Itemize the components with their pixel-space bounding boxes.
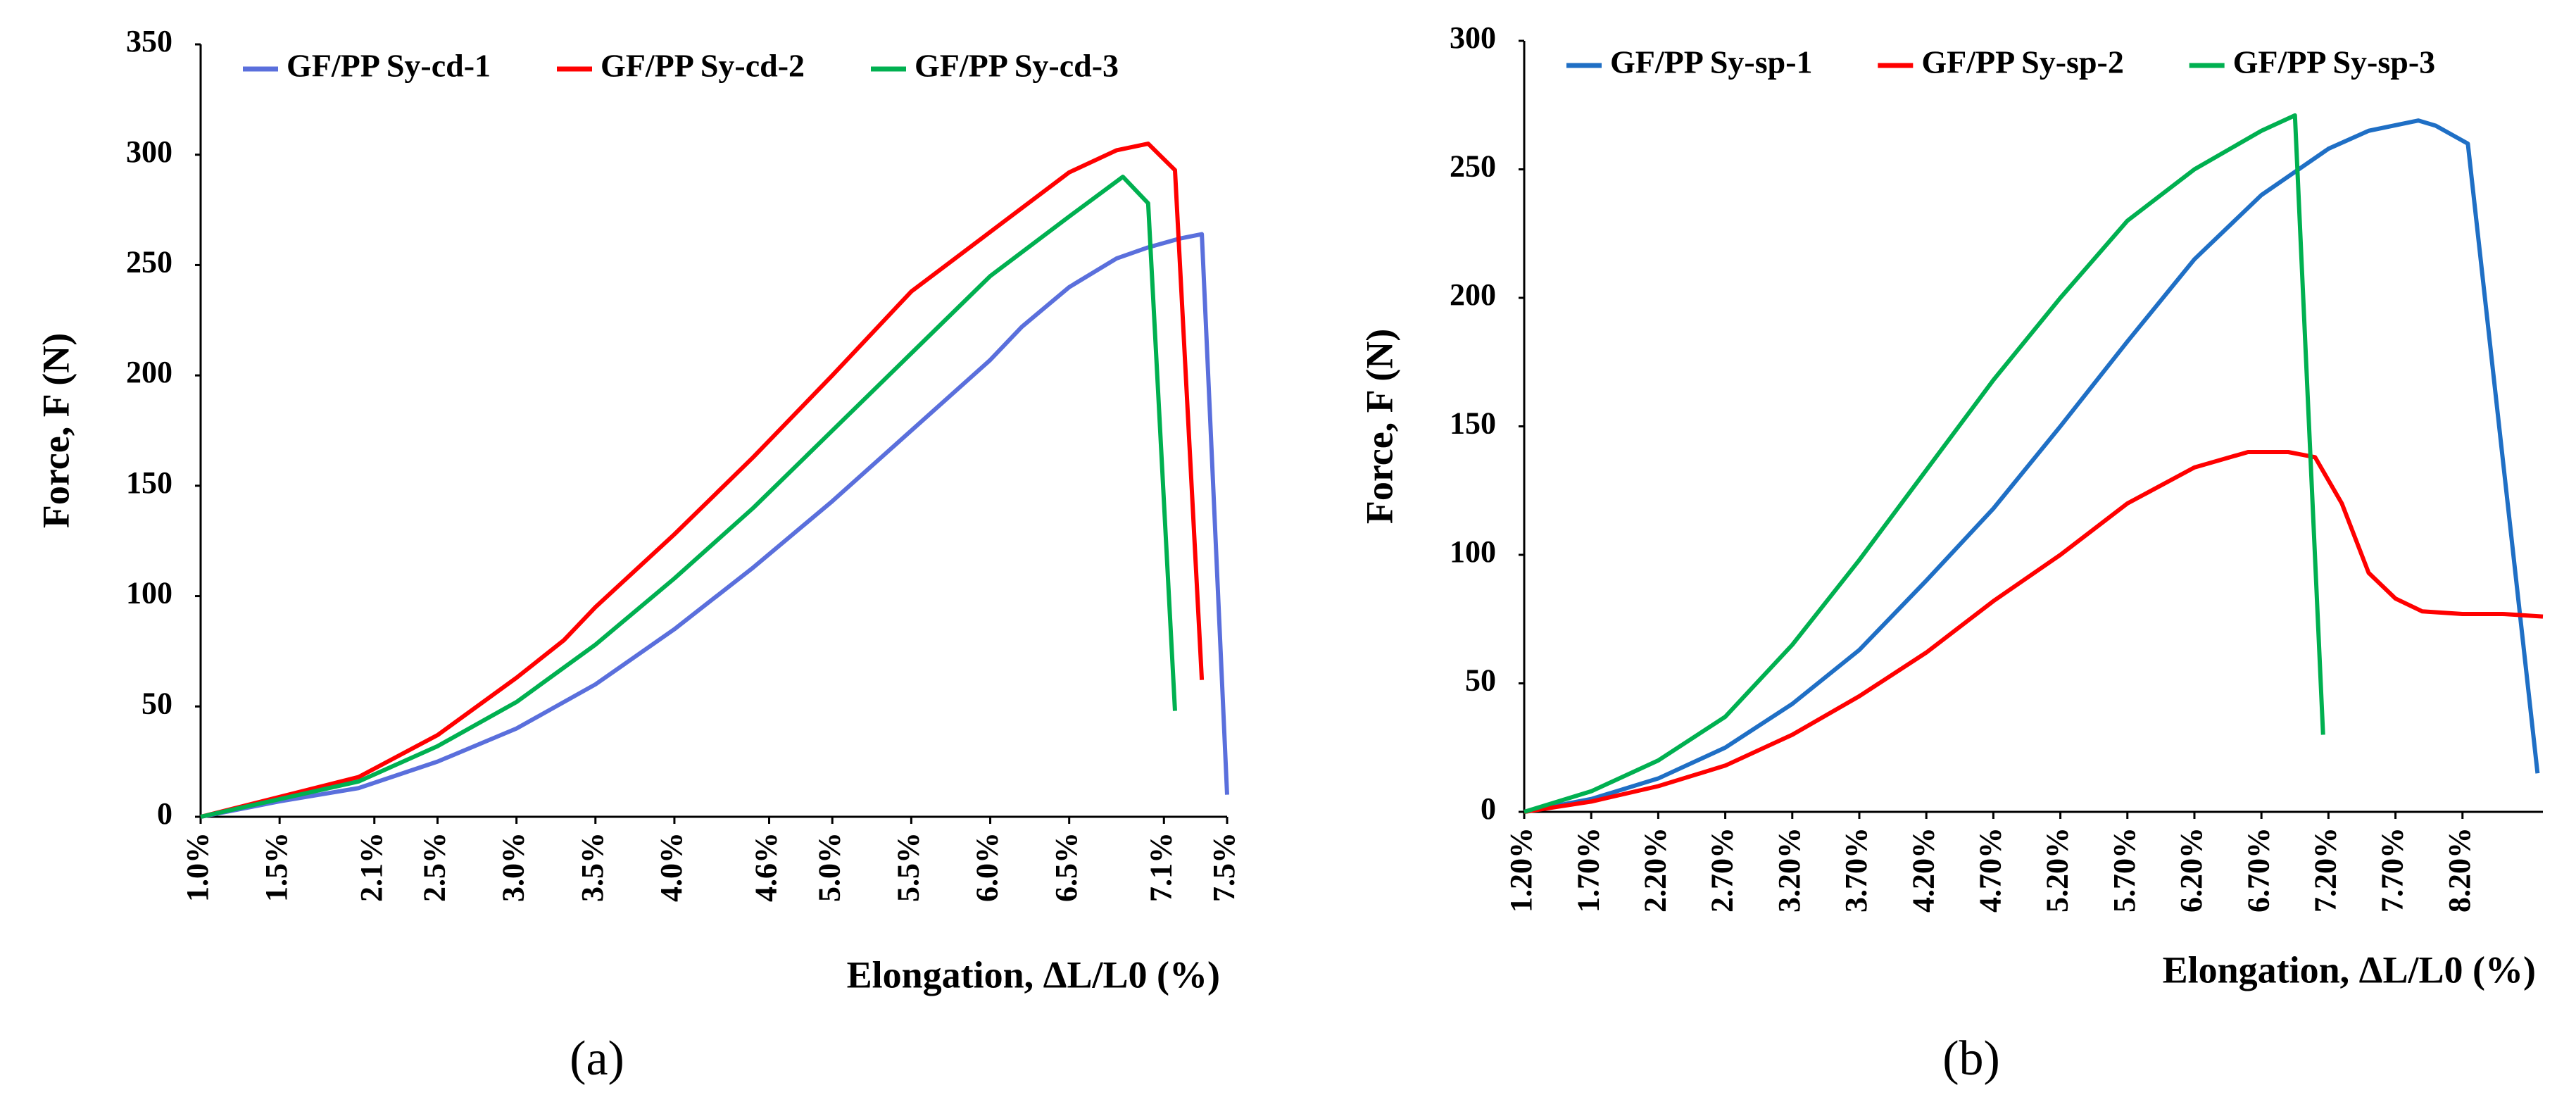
y-tick-label: 50 (142, 686, 172, 720)
y-tick-label: 200 (126, 355, 172, 389)
x-tick-label: 2.1% (354, 832, 389, 902)
y-tick-label: 250 (126, 245, 172, 280)
data-line (200, 142, 1205, 819)
x-tick-label: 6.70% (2241, 827, 2275, 913)
x-axis-label: Elongation, ΔL/L0 (%) (2163, 948, 2536, 991)
panel-label: (a) (570, 1032, 624, 1086)
x-tick-label: 2.20% (1638, 827, 1672, 913)
legend-label: GF/PP Sy-sp-3 (2233, 44, 2436, 80)
legend-label: GF/PP Sy-cd-1 (287, 48, 491, 84)
x-tick-label: 5.20% (2040, 827, 2075, 913)
x-tick-label: 6.20% (2174, 827, 2209, 913)
x-tick-label: 7.1% (1143, 832, 1178, 902)
y-axis-label: Force, F (N) (34, 333, 77, 528)
x-tick-label: 5.5% (891, 832, 925, 902)
data-line (1523, 118, 2540, 814)
y-tick-label: 100 (126, 576, 172, 610)
x-tick-label: 2.70% (1705, 827, 1740, 913)
x-tick-label: 1.20% (1504, 827, 1538, 913)
x-tick-label: 1.5% (259, 832, 294, 902)
data-line (200, 175, 1177, 819)
x-tick-label: 7.20% (2308, 827, 2342, 913)
y-tick-label: 100 (1450, 534, 1496, 569)
x-tick-label: 1.70% (1571, 827, 1605, 913)
x-tick-label: 3.5% (575, 832, 610, 902)
y-tick-label: 50 (1465, 663, 1496, 698)
x-tick-label: 2.5% (417, 832, 452, 902)
x-tick-label: 4.6% (749, 832, 784, 902)
x-tick-label: 5.0% (812, 832, 846, 902)
y-tick-label: 250 (1450, 149, 1496, 184)
x-axis-label: Elongation, ΔL/L0 (%) (847, 953, 1220, 996)
x-tick-label: 6.0% (970, 832, 1005, 902)
y-tick-label: 150 (1450, 406, 1496, 441)
panel-label: (b) (1942, 1032, 2000, 1086)
x-tick-label: 3.20% (1772, 827, 1807, 913)
legend-label: GF/PP Sy-cd-3 (915, 48, 1119, 84)
x-tick-label: 3.70% (1839, 827, 1873, 913)
legend-label: GF/PP Sy-sp-1 (1610, 44, 1813, 80)
x-tick-label: 3.0% (496, 832, 531, 902)
y-axis-label: Force, F (N) (1358, 329, 1400, 524)
x-tick-label: 8.20% (2442, 827, 2477, 913)
data-line (200, 232, 1229, 819)
y-tick-label: 350 (126, 24, 172, 58)
y-tick-label: 0 (1481, 791, 1496, 826)
x-tick-label: 5.70% (2107, 827, 2142, 913)
data-line (1523, 113, 2325, 814)
x-tick-label: 7.5% (1207, 832, 1241, 902)
y-tick-label: 300 (126, 134, 172, 169)
y-tick-label: 150 (126, 465, 172, 500)
data-line (1523, 450, 2544, 814)
x-tick-label: 4.70% (1973, 827, 2007, 913)
x-tick-label: 4.20% (1906, 827, 1940, 913)
legend-label: GF/PP Sy-sp-2 (1921, 44, 2124, 80)
y-tick-label: 300 (1450, 20, 1496, 55)
x-tick-label: 1.0% (180, 832, 215, 902)
x-tick-label: 4.0% (654, 832, 689, 902)
x-tick-label: 6.5% (1049, 832, 1083, 902)
y-tick-label: 200 (1450, 277, 1496, 312)
y-tick-label: 0 (157, 796, 172, 831)
x-tick-label: 7.70% (2375, 827, 2410, 913)
legend-label: GF/PP Sy-cd-2 (601, 48, 805, 84)
